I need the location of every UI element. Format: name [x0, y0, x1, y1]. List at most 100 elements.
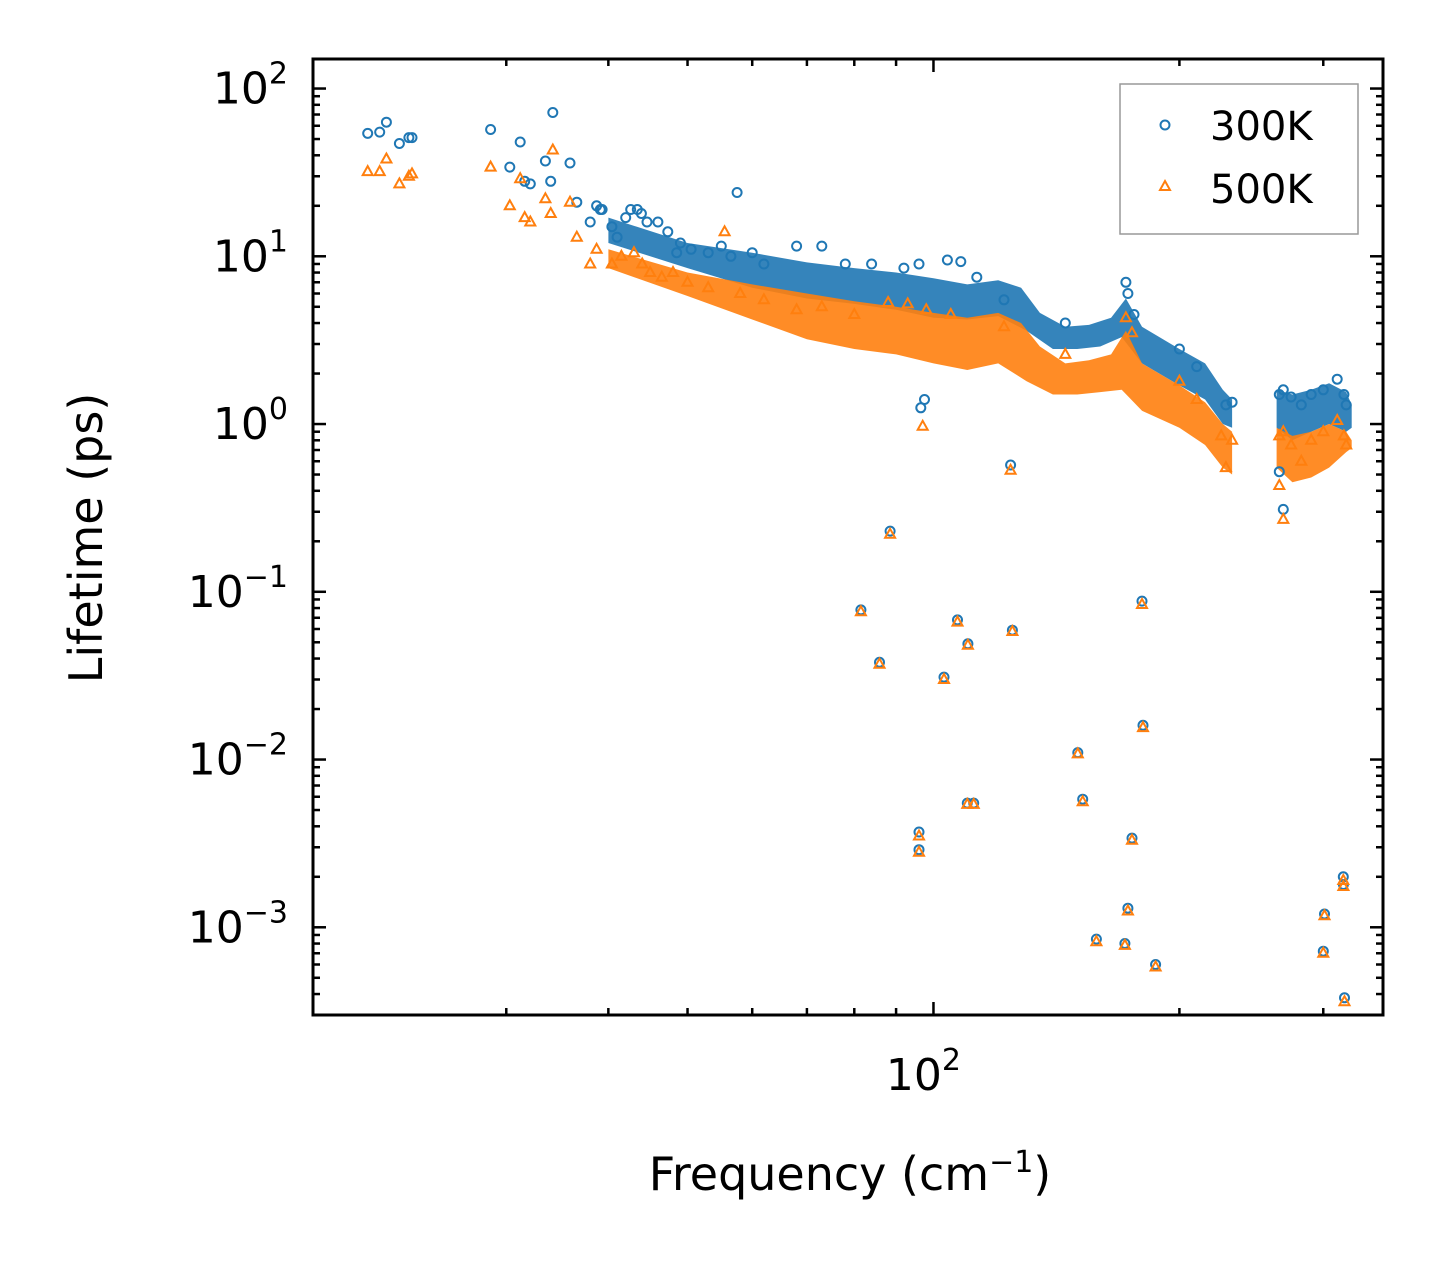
point-500k	[1148, 959, 1163, 972]
point-300k	[393, 138, 405, 149]
point-500k	[1118, 937, 1132, 950]
point-500k	[563, 194, 577, 207]
point-500k	[513, 171, 527, 184]
point-500k	[847, 306, 861, 319]
y-tick-label: 10−2	[188, 728, 288, 786]
point-300k	[1273, 466, 1285, 478]
point-500k	[570, 229, 584, 242]
point-500k	[666, 264, 680, 277]
point-300k	[662, 226, 674, 238]
point-500k	[1337, 994, 1352, 1007]
point-500k	[1135, 596, 1149, 609]
point-300k	[725, 250, 737, 262]
point-300k	[1173, 343, 1185, 355]
point-500k	[1304, 432, 1318, 445]
point-300k	[524, 178, 536, 190]
point-500k	[1294, 453, 1308, 466]
point-300k	[1191, 361, 1203, 373]
point-500k	[757, 292, 771, 305]
point-300k	[702, 247, 714, 259]
y-tick-label: 100	[213, 392, 288, 450]
legend-marker-500k	[1158, 178, 1172, 191]
point-300k	[919, 394, 930, 405]
point-500k	[1272, 477, 1286, 490]
point-300k	[1226, 396, 1238, 408]
point-500k	[1337, 428, 1351, 441]
point-300k	[1128, 309, 1140, 320]
point-500k	[1330, 412, 1344, 425]
point-300k	[839, 258, 851, 270]
y-tick-label: 101	[213, 224, 288, 282]
point-300k	[1339, 992, 1350, 1004]
dense-band-500k-1	[608, 249, 1233, 475]
point-300k	[1305, 389, 1317, 400]
point-500k	[583, 256, 597, 269]
point-500k	[1190, 391, 1204, 404]
dense-band-300k-0	[608, 217, 1233, 428]
point-300k	[731, 187, 743, 198]
point-300k	[504, 161, 516, 173]
point-500k	[1125, 325, 1139, 338]
point-300k	[584, 216, 596, 228]
point-500k	[912, 844, 926, 857]
point-300k	[1331, 373, 1343, 385]
y-tick-label: 102	[213, 57, 288, 115]
point-500k	[1125, 832, 1139, 845]
point-500k	[950, 614, 965, 627]
point-500k	[1284, 437, 1298, 450]
point-500k	[523, 214, 537, 227]
point-300k	[545, 175, 557, 187]
point-300k	[547, 107, 559, 118]
point-500k	[546, 142, 560, 155]
point-300k	[620, 212, 632, 224]
point-500k	[1172, 373, 1187, 386]
point-500k	[912, 828, 926, 841]
point-300k	[1277, 384, 1289, 396]
point-300k	[791, 240, 803, 252]
point-300k	[1285, 391, 1297, 403]
legend-marker-300k	[1159, 119, 1171, 131]
point-500k	[544, 205, 558, 218]
y-tick-label: 10−3	[188, 895, 288, 953]
point-300k	[941, 254, 953, 266]
point-500k	[1071, 746, 1085, 759]
point-300k	[625, 204, 637, 215]
point-500k	[643, 264, 657, 277]
point-300k	[1005, 459, 1017, 471]
point-300k	[758, 258, 770, 270]
point-500k	[503, 198, 517, 211]
point-500k	[1316, 424, 1330, 437]
point-300k	[671, 247, 683, 259]
point-500k	[1339, 437, 1353, 450]
point-300k	[1338, 389, 1350, 400]
point-300k	[674, 237, 686, 249]
point-500k	[872, 656, 887, 669]
point-500k	[1076, 794, 1090, 807]
point-500k	[373, 164, 387, 177]
point-300k	[913, 258, 925, 270]
point-500k	[789, 302, 804, 315]
point-300k	[1122, 288, 1134, 299]
point-500k	[733, 285, 747, 298]
point-500k	[589, 241, 604, 254]
point-300k	[898, 262, 910, 274]
point-500k	[997, 319, 1011, 332]
point-300k	[1340, 399, 1352, 411]
point-500k	[881, 294, 895, 307]
point-300k	[564, 157, 576, 169]
point-300k	[652, 216, 664, 228]
point-500k	[680, 274, 695, 287]
point-500k	[919, 302, 933, 315]
point-500k	[605, 256, 619, 269]
point-300k	[1059, 317, 1071, 329]
point-300k	[1220, 399, 1232, 411]
point-500k	[1089, 934, 1104, 947]
point-500k	[717, 224, 732, 237]
point-300k	[374, 126, 386, 138]
point-300k	[1120, 276, 1132, 288]
point-500k	[379, 151, 394, 164]
point-500k	[483, 159, 498, 172]
point-300k	[1317, 384, 1329, 396]
